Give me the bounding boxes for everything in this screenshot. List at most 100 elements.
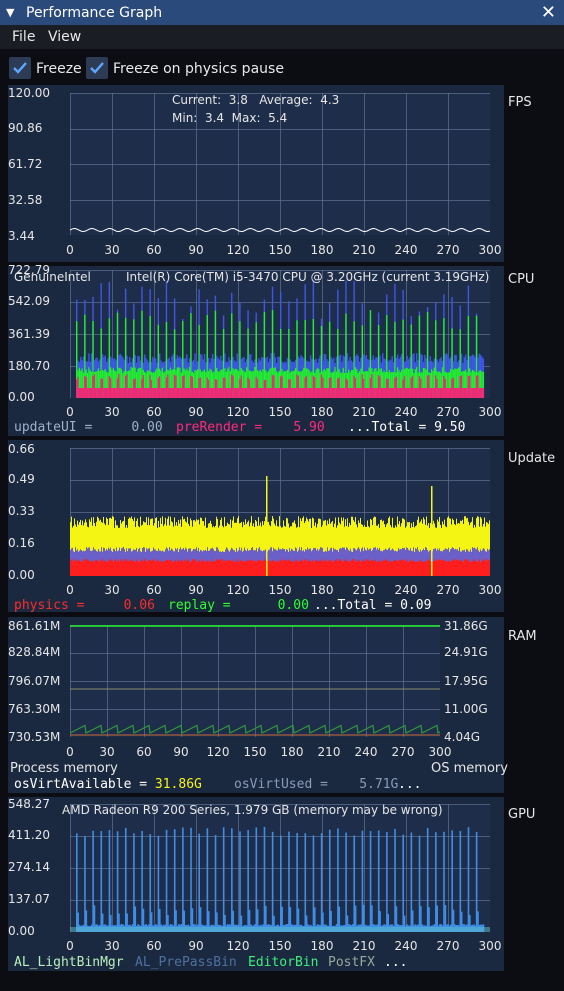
update-bar-red: [128, 560, 129, 576]
update-bar-red: [149, 560, 150, 576]
cpu-bar-pink: [451, 378, 453, 398]
update-bar-yellow: [90, 521, 91, 576]
fps-y-tick: 61.72: [8, 157, 43, 171]
cpu-bar-green: [144, 372, 146, 398]
x-tick-label: 30: [104, 405, 120, 419]
x-tick-label: 240: [394, 405, 418, 419]
update-bar-red: [232, 560, 233, 576]
update-bar-yellow: [91, 517, 92, 576]
cpu-bar-green: [213, 371, 215, 398]
cpu-bar-pink: [307, 388, 309, 398]
cpu-plot: [70, 270, 490, 398]
update-bar-red: [241, 561, 242, 576]
gpu-bar: [428, 907, 430, 932]
cpu-bar-pink: [469, 375, 471, 398]
update-bar-red: [133, 560, 134, 576]
update-bar-red: [438, 559, 439, 576]
update-bar-yellow: [161, 523, 162, 576]
x-tick-label: 90: [173, 745, 189, 759]
update-bar-red: [457, 559, 458, 576]
x-tick-label: 120: [226, 583, 250, 597]
cpu-bar-pink: [373, 388, 376, 398]
update-bar-red: [174, 561, 175, 576]
update-bar-red: [351, 560, 352, 576]
update-bar-red: [452, 559, 453, 576]
update-bar-red: [423, 561, 424, 576]
update-bar-yellow: [100, 519, 101, 576]
update-bar-red: [113, 561, 114, 576]
update-bar-yellow: [469, 525, 470, 576]
cpu-vendor: GenuineIntel: [14, 270, 91, 284]
gpu-bar: [403, 915, 406, 932]
cpu-bar-pink: [105, 388, 108, 398]
update-bar-red: [282, 561, 283, 576]
update-bar-yellow: [156, 517, 157, 576]
freeze-physics-label: Freeze on physics pause: [113, 61, 284, 77]
update-bar-red: [353, 559, 354, 576]
cpu-bar-green: [331, 372, 334, 398]
update-bar-red: [154, 560, 155, 576]
update-bar-red: [321, 559, 322, 576]
update-bar-yellow: [438, 521, 439, 576]
gpu-bar: [110, 914, 112, 932]
gpu-bar: [214, 835, 217, 932]
update-bar-red: [316, 559, 317, 576]
update-bar-red: [249, 560, 250, 576]
cpu-bar-pink: [466, 388, 468, 398]
update-bar-red: [436, 559, 437, 576]
cpu-bar-green: [304, 319, 306, 398]
cpu-bar-pink: [440, 388, 442, 398]
cpu-bar-green: [226, 368, 229, 398]
gpu-bar: [158, 909, 161, 932]
update-bar-red: [73, 561, 74, 576]
gpu-bar: [191, 908, 194, 932]
update-bar-red: [372, 560, 373, 576]
update-bar-red: [242, 560, 243, 576]
gpu-bar: [354, 905, 357, 932]
update-bar-red: [323, 560, 324, 576]
update-bar-yellow: [387, 523, 388, 576]
cpu-bar-pink: [284, 388, 286, 398]
update-bar-red: [402, 559, 403, 576]
cpu-bar-pink: [458, 388, 460, 398]
freeze-checkbox[interactable]: [9, 57, 31, 79]
update-bar-yellow: [131, 516, 132, 576]
update-bar-red: [94, 561, 95, 576]
cpu-bar-green: [315, 369, 317, 398]
cpu-bar-pink: [309, 388, 312, 398]
cpu-bar-green: [195, 370, 198, 398]
gpu-bar: [296, 832, 298, 932]
cpu-bar-green: [266, 372, 268, 398]
cpu-bar-pink: [194, 388, 196, 398]
freeze-physics-checkbox[interactable]: [86, 57, 108, 79]
cpu-bar-pink: [259, 388, 261, 398]
update-bar-yellow: [273, 518, 274, 576]
update-bar-red: [161, 560, 162, 576]
menu-view[interactable]: View: [48, 29, 82, 45]
collapse-icon[interactable]: ▼: [6, 6, 15, 19]
update-bar-yellow: [381, 519, 382, 576]
update-bar-red: [374, 560, 375, 576]
update-bar-yellow: [215, 525, 216, 576]
gpu-bar: [175, 910, 177, 932]
gpu-bar: [312, 835, 315, 932]
update-bar-red: [334, 559, 335, 576]
close-icon[interactable]: ✕: [540, 2, 556, 23]
cpu-bar-pink: [209, 388, 211, 398]
cpu-bar-pink: [333, 388, 335, 398]
cpu-bar-pink: [418, 376, 421, 398]
update-bar-red: [329, 560, 330, 576]
update-bar-red: [326, 559, 327, 576]
cpu-bar-pink: [142, 375, 145, 398]
cpu-bar-green: [312, 319, 315, 398]
update-bar-yellow: [409, 521, 410, 576]
menu-file[interactable]: File: [12, 29, 36, 45]
update-bar-red: [108, 560, 109, 576]
update-bar-yellow: [140, 516, 141, 576]
x-tick-label: 0: [66, 243, 74, 257]
update-bar-red: [120, 559, 121, 576]
update-bar-yellow: [461, 521, 462, 576]
update-bar-red: [430, 561, 431, 576]
update-bar-red: [168, 560, 169, 576]
update-bar-red: [80, 561, 81, 576]
